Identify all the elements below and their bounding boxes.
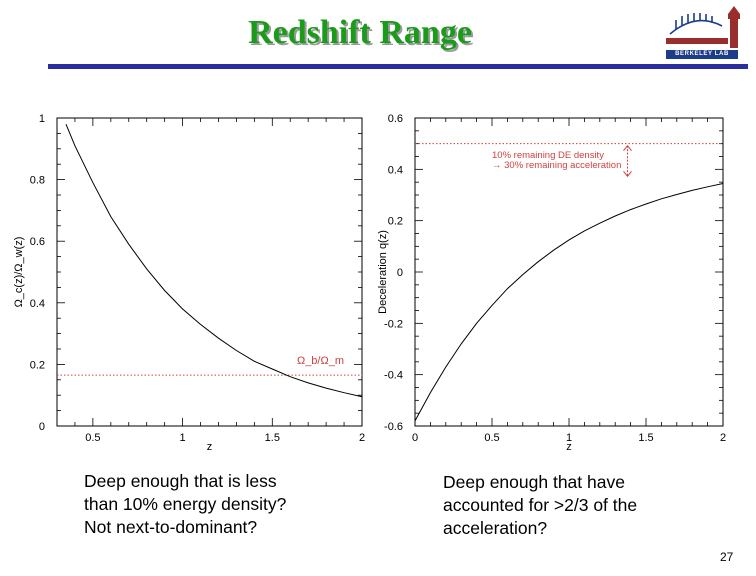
caption-left-line-3: Not next-to-dominant? <box>84 517 258 537</box>
x-tick-label: 2 <box>359 432 365 444</box>
series-line <box>65 124 363 398</box>
annotation-line-1: 10% remaining DE density <box>492 150 604 161</box>
x-tick-label: 0.5 <box>484 432 499 444</box>
logo-label: BERKELEY LAB <box>666 50 738 59</box>
x-tick-label: 1 <box>180 432 186 444</box>
slide-title: Redshift Range <box>248 14 472 51</box>
caption-right-line-2: accounted for >2/3 of the <box>443 495 638 515</box>
y-tick-label: -0.4 <box>384 370 403 382</box>
annotation-arrow-head-top <box>623 144 632 151</box>
y-tick-label: -0.6 <box>384 421 403 433</box>
y-tick-label: 0.2 <box>388 216 403 228</box>
slide-number: 27 <box>720 550 734 564</box>
deceleration-chart: 0 0.5 1 1.5 2 -0.6 -0.4 -0.2 0 0.2 0.4 0.6 z Decelera… <box>368 100 756 460</box>
y-tick-label: 0.8 <box>30 175 45 187</box>
y-tick-label: 0.6 <box>388 113 403 125</box>
x-axis-label: z <box>566 441 572 453</box>
y-tick-label: -0.2 <box>384 318 403 330</box>
caption-right-line-3: acceleration? <box>443 518 548 538</box>
caption-right: Deep enough that have accounted for >2/3… <box>443 471 637 540</box>
x-tick-label: 0.5 <box>85 432 100 444</box>
density-ratio-chart-svg: 0.5 1 1.5 2 0 0.2 0.4 0.6 0.8 1 z Ω_c(z)/Ω_w(z) Ω_b/… <box>13 113 365 453</box>
berkeley-lab-logo <box>666 6 740 48</box>
y-axis-label: Deceleration q(z) <box>377 230 389 314</box>
caption-left: Deep enough that is less than 10% energy… <box>84 470 286 539</box>
y-tick-label: 0.4 <box>30 298 45 310</box>
x-tick-label: 1.5 <box>265 432 280 444</box>
annotation-line-2: → 30% remaining acceleration <box>492 160 621 171</box>
caption-left-line-2: than 10% energy density? <box>84 494 287 514</box>
caption-right-line-1: Deep enough that have <box>443 472 625 492</box>
x-tick-label: 1 <box>566 432 572 444</box>
y-tick-label: 1 <box>39 113 45 125</box>
y-tick-label: 0.4 <box>388 164 403 176</box>
y-tick-label: 0 <box>397 267 403 279</box>
x-axis-label: z <box>207 441 213 453</box>
annotation-arrow-head-bottom <box>623 171 632 178</box>
density-ratio-chart: 0.5 1 1.5 2 0 0.2 0.4 0.6 0.8 1 z Ω_c(z)/Ω_w(z) Ω_b/… <box>0 100 380 460</box>
plot-frame <box>56 117 363 427</box>
reference-line-label: Ω_b/Ω_m <box>297 355 344 367</box>
y-tick-label: 0 <box>39 421 45 433</box>
series-line <box>414 183 724 422</box>
y-tick-label: 0.2 <box>30 359 45 371</box>
title-underline <box>48 64 748 69</box>
caption-left-line-1: Deep enough that is less <box>84 471 277 491</box>
x-tick-label: 0 <box>412 432 418 444</box>
deceleration-chart-svg: 0 0.5 1 1.5 2 -0.6 -0.4 -0.2 0 0.2 0.4 0.6 z Decelera… <box>377 113 726 453</box>
x-tick-label: 1.5 <box>638 432 653 444</box>
y-axis-label: Ω_c(z)/Ω_w(z) <box>13 237 25 308</box>
y-tick-label: 0.6 <box>30 236 45 248</box>
x-tick-label: 2 <box>720 432 726 444</box>
